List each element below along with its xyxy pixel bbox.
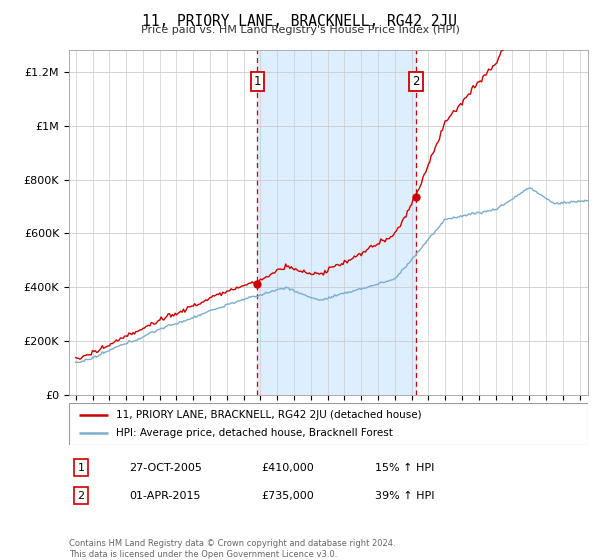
Bar xyxy=(257,50,416,395)
Text: 1: 1 xyxy=(254,75,261,88)
Text: 01-APR-2015: 01-APR-2015 xyxy=(129,491,200,501)
Text: 11, PRIORY LANE, BRACKNELL, RG42 2JU (detached house): 11, PRIORY LANE, BRACKNELL, RG42 2JU (de… xyxy=(116,410,421,420)
Text: 15% ↑ HPI: 15% ↑ HPI xyxy=(375,463,434,473)
Text: 1: 1 xyxy=(77,463,85,473)
Text: Contains HM Land Registry data © Crown copyright and database right 2024.
This d: Contains HM Land Registry data © Crown c… xyxy=(69,539,395,559)
Text: 2: 2 xyxy=(77,491,85,501)
Text: £735,000: £735,000 xyxy=(261,491,314,501)
Text: 39% ↑ HPI: 39% ↑ HPI xyxy=(375,491,434,501)
Text: 2: 2 xyxy=(412,75,419,88)
Text: £410,000: £410,000 xyxy=(261,463,314,473)
Text: Price paid vs. HM Land Registry's House Price Index (HPI): Price paid vs. HM Land Registry's House … xyxy=(140,25,460,35)
Text: 27-OCT-2005: 27-OCT-2005 xyxy=(129,463,202,473)
Text: HPI: Average price, detached house, Bracknell Forest: HPI: Average price, detached house, Brac… xyxy=(116,428,392,438)
Text: 11, PRIORY LANE, BRACKNELL, RG42 2JU: 11, PRIORY LANE, BRACKNELL, RG42 2JU xyxy=(143,14,458,29)
FancyBboxPatch shape xyxy=(69,403,588,445)
